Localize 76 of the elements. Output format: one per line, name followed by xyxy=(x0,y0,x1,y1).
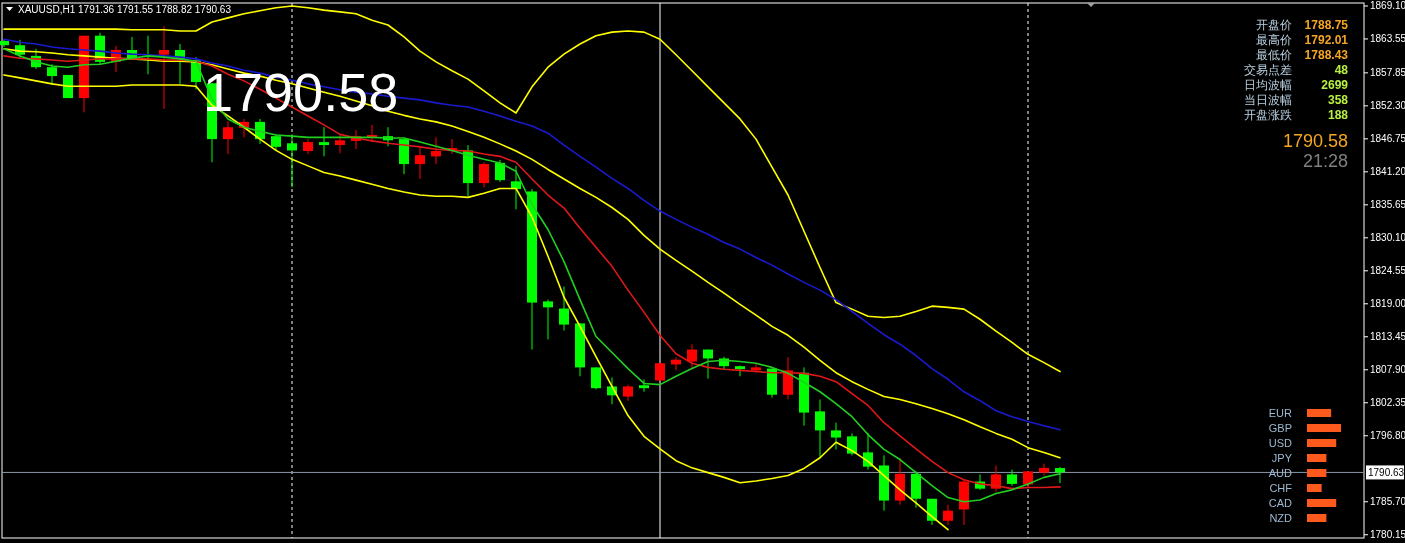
bar xyxy=(1307,424,1341,432)
text: 开盘涨跌 xyxy=(1244,108,1292,122)
text: 开盘价 xyxy=(1256,18,1292,32)
y-tick-label: 1807.90 xyxy=(1370,364,1405,376)
text: 1788.43 xyxy=(1304,48,1349,62)
y-tick-label: 1841.20 xyxy=(1370,166,1405,178)
y-tick-label: 1824.55 xyxy=(1370,265,1405,277)
bar xyxy=(1307,499,1337,507)
text: 最高价 xyxy=(1256,33,1292,47)
y-tick-label: GBP xyxy=(1268,422,1292,434)
y-tick-label: CAD xyxy=(1268,497,1293,509)
bar xyxy=(1307,409,1332,417)
candlestick xyxy=(319,126,329,157)
candlestick xyxy=(751,362,761,374)
candlestick xyxy=(479,161,489,188)
y-tick-label: CHF xyxy=(1269,482,1293,494)
text: 2699 xyxy=(1321,78,1349,92)
y-tick-label: NZD xyxy=(1269,512,1293,524)
candlestick xyxy=(287,133,297,188)
candlestick xyxy=(159,25,169,110)
text: 交易点差 xyxy=(1244,63,1292,77)
candlestick xyxy=(335,133,345,154)
y-tick-label: 1835.65 xyxy=(1370,199,1405,211)
y-tick-label: 1846.75 xyxy=(1370,133,1405,145)
y-tick-label: 1796.80 xyxy=(1370,430,1405,442)
text: 当日波幅 xyxy=(1244,93,1292,107)
text: 日均波幅 xyxy=(1244,78,1292,92)
candlestick xyxy=(511,165,521,210)
candlestick xyxy=(815,398,825,459)
candlestick xyxy=(559,286,569,332)
text: 188 xyxy=(1327,108,1349,122)
text: 最低价 xyxy=(1256,48,1292,62)
candlestick xyxy=(543,299,553,340)
candlestick xyxy=(991,464,1001,493)
bar xyxy=(1307,484,1322,492)
candlestick xyxy=(495,159,505,183)
bar xyxy=(1307,454,1327,462)
candlestick xyxy=(1055,466,1065,484)
ref-line-label: 1790.63 xyxy=(1368,466,1405,478)
candlestick xyxy=(431,136,441,165)
y-tick-label: 1819.00 xyxy=(1370,298,1405,310)
candlestick xyxy=(943,504,953,526)
text: 21:28 xyxy=(1302,151,1348,171)
candlestick xyxy=(847,432,857,456)
candlestick xyxy=(831,422,841,450)
y-tick-label: 1785.70 xyxy=(1370,496,1405,508)
y-tick-label: 1852.30 xyxy=(1370,100,1405,112)
candlestick xyxy=(1039,463,1049,477)
text: 48 xyxy=(1334,63,1349,77)
line-series xyxy=(3,74,949,531)
y-tick-label: EUR xyxy=(1268,407,1293,419)
candlestick xyxy=(591,366,601,390)
candlestick xyxy=(735,365,745,377)
candlestick xyxy=(223,120,233,155)
y-tick-label: 1857.85 xyxy=(1370,67,1405,79)
bar xyxy=(1307,514,1327,522)
bar xyxy=(1307,439,1337,447)
y-tick-label: 1830.10 xyxy=(1370,232,1405,244)
y-tick-label: 1813.45 xyxy=(1370,331,1405,343)
y-tick-label: USD xyxy=(1268,437,1293,449)
line-series xyxy=(3,5,1061,373)
text: 1788.75 xyxy=(1304,18,1349,32)
text: 1792.01 xyxy=(1304,33,1349,47)
y-tick-label: 1802.35 xyxy=(1370,397,1405,409)
y-tick-label: JPY xyxy=(1271,452,1293,464)
candlestick xyxy=(703,349,713,380)
candlestick xyxy=(639,378,649,393)
bar xyxy=(1307,469,1327,477)
y-tick-label: 1869.10 xyxy=(1370,0,1405,12)
y-tick-label: 1780.15 xyxy=(1370,529,1405,541)
chart-title: XAUUSD,H1 1791.36 1791.55 1788.82 1790.63 xyxy=(18,3,232,15)
candlestick xyxy=(415,146,425,180)
y-tick-label: 1863.55 xyxy=(1370,33,1405,45)
text: 1790.58 xyxy=(1282,131,1348,151)
candlestick xyxy=(687,343,697,370)
text: 358 xyxy=(1327,93,1349,107)
